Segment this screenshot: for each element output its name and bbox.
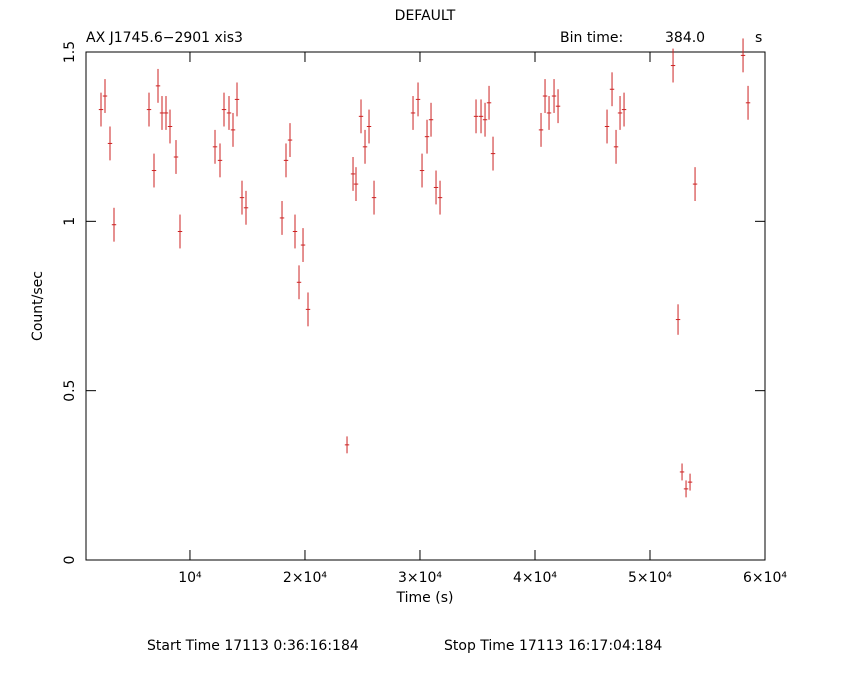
x-tick-label: 4×10⁴ [513,570,557,586]
footer-stop: Stop Time 17113 16:17:04:184 [444,638,662,654]
x-tick-label: 5×10⁴ [628,570,672,586]
x-tick-label: 2×10⁴ [283,570,327,586]
x-axis-label: Time (s) [396,590,454,606]
bin-label: Bin time: [560,30,623,46]
y-tick-label: 0.5 [62,380,78,402]
chart-title: DEFAULT [395,8,456,24]
y-tick-label: 1.5 [62,41,78,63]
bin-unit: s [755,30,762,46]
y-axis-label: Count/sec [30,271,46,341]
chart-subtitle: AX J1745.6−2901 xis3 [86,30,243,46]
y-tick-label: 1 [62,217,78,226]
plot-frame [85,51,766,561]
footer-start: Start Time 17113 0:36:16:184 [147,638,359,654]
x-tick-label: 3×10⁴ [398,570,442,586]
x-tick-label: 10⁴ [178,570,202,586]
x-tick-label: 6×10⁴ [743,570,787,586]
y-tick-label: 0 [62,556,78,565]
bin-value: 384.0 [665,30,705,46]
